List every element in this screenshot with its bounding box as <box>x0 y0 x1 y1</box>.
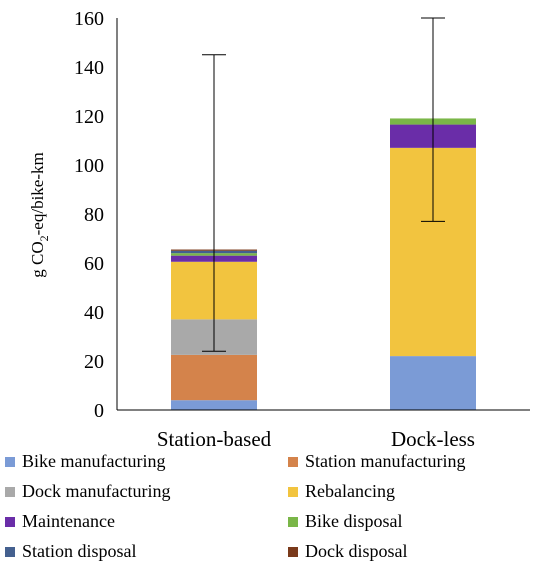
y-axis-label: g CO2-eq/bike-km <box>28 152 51 277</box>
y-tick-label: 0 <box>94 400 104 422</box>
legend-label: Bike manufacturing <box>22 451 165 471</box>
legend-swatch <box>5 487 15 497</box>
y-tick-label: 40 <box>84 302 104 324</box>
y-tick-label: 160 <box>74 8 104 30</box>
bar-segment <box>171 354 257 401</box>
x-axis-tick-labels: Station-based Dock-less <box>157 427 475 451</box>
y-tick-label: 60 <box>84 253 104 275</box>
legend-label: Dock disposal <box>305 541 408 561</box>
y-tick-label: 20 <box>84 351 104 373</box>
legend-label: Bike disposal <box>305 511 403 531</box>
y-tick-label: 100 <box>74 155 104 177</box>
error-bars <box>202 17 445 352</box>
bar-segment <box>171 400 257 410</box>
legend-label: Rebalancing <box>305 481 395 501</box>
x-tick-label: Station-based <box>157 427 272 451</box>
legend-label: Dock manufacturing <box>22 481 170 501</box>
y-axis-ticks: 0 20 40 60 80 100 120 140 160 <box>74 8 104 422</box>
legend-swatch <box>5 517 15 527</box>
legend-swatch <box>288 457 298 467</box>
legend-label: Station manufacturing <box>305 451 465 471</box>
legend-swatch <box>288 547 298 557</box>
legend-swatch <box>5 547 15 557</box>
y-tick-label: 80 <box>84 204 104 226</box>
bar-stacks <box>171 118 476 410</box>
x-tick-label: Dock-less <box>391 427 475 451</box>
legend-label: Maintenance <box>22 511 115 531</box>
legend-swatch <box>288 517 298 527</box>
legend-swatch <box>5 457 15 467</box>
y-tick-label: 140 <box>74 57 104 79</box>
bar-segment <box>390 356 476 410</box>
legend: Bike manufacturing Station manufacturing D… <box>5 451 465 561</box>
legend-swatch <box>288 487 298 497</box>
legend-label: Station disposal <box>22 541 137 561</box>
y-tick-label: 120 <box>74 106 104 128</box>
